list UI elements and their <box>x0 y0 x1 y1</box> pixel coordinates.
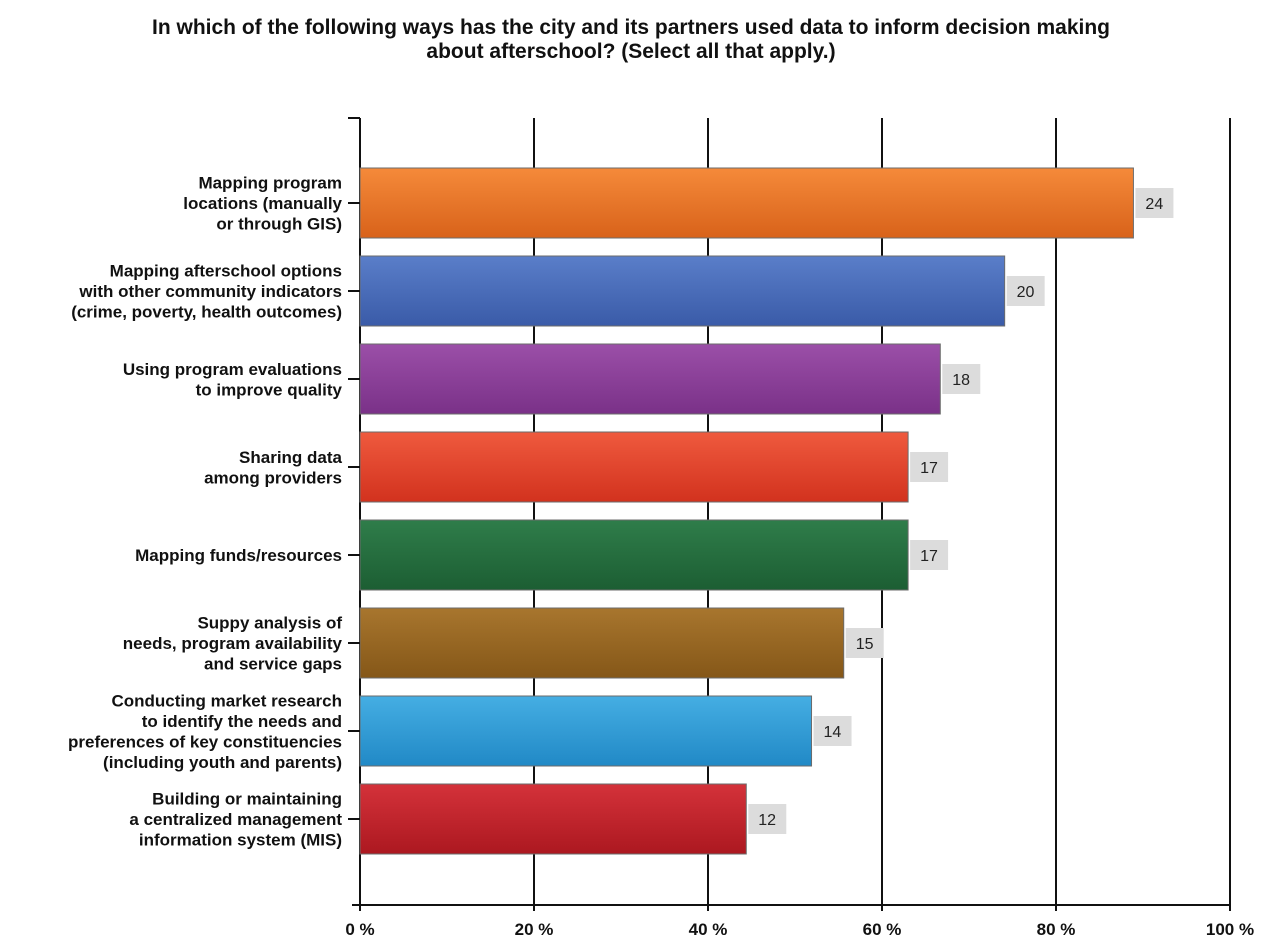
value-label: 17 <box>920 460 938 477</box>
category-label: Sharing data <box>239 448 343 467</box>
category-label: Building or maintaining <box>152 790 342 809</box>
x-tick-label: 40 % <box>689 920 728 939</box>
category-label: Conducting market research <box>111 691 342 710</box>
category-label: and service gaps <box>204 655 342 674</box>
value-label-bg <box>910 540 949 570</box>
bar <box>359 519 909 591</box>
category-label: information system (MIS) <box>139 831 342 850</box>
category-label: to improve quality <box>196 380 343 399</box>
value-label-bg <box>845 628 884 658</box>
bar <box>359 783 747 855</box>
x-tick-label: 100 % <box>1206 920 1254 939</box>
value-label: 17 <box>920 548 938 565</box>
category-label: locations (manually <box>183 194 342 213</box>
category-label: a centralized management <box>129 810 342 829</box>
x-tick-label: 20 % <box>515 920 554 939</box>
category-label: among providers <box>204 468 342 487</box>
value-label: 12 <box>758 812 776 829</box>
value-label: 14 <box>824 724 842 741</box>
bar <box>359 343 941 415</box>
bar-layer <box>359 167 1134 855</box>
value-label-bg <box>813 716 852 746</box>
bar <box>359 431 909 503</box>
bar <box>359 167 1134 239</box>
chart-title: In which of the following ways has the c… <box>0 16 1262 64</box>
value-label-bg <box>942 364 981 394</box>
value-label: 18 <box>952 372 970 389</box>
category-label: with other community indicators <box>78 282 342 301</box>
chart-title-line-1: In which of the following ways has the c… <box>152 16 1110 39</box>
grid-layer <box>348 117 1231 906</box>
value-label-bg <box>748 804 787 834</box>
category-label: preferences of key constituencies <box>68 732 342 751</box>
bar <box>359 607 845 679</box>
category-label: needs, program availability <box>123 634 343 653</box>
value-label: 24 <box>1145 196 1163 213</box>
category-label: to identify the needs and <box>142 712 342 731</box>
chart-title-line-2: about afterschool? (Select all that appl… <box>426 40 836 63</box>
tick-layer: 0 % 20 % 40 % 60 % 80 % 100 % <box>345 202 1254 939</box>
x-tick-label: 60 % <box>863 920 902 939</box>
value-label-bg <box>1006 276 1045 306</box>
category-label: (including youth and parents) <box>103 753 342 772</box>
bar <box>359 255 1006 327</box>
category-label: Suppy analysis of <box>197 614 342 633</box>
category-label: Mapping afterschool options <box>110 262 342 281</box>
value-label: 15 <box>856 636 874 653</box>
category-label: or through GIS) <box>216 215 342 234</box>
bar <box>359 695 813 767</box>
value-label: 20 <box>1017 284 1035 301</box>
category-label: Mapping funds/resources <box>135 546 342 565</box>
value-label-bg <box>1135 188 1174 218</box>
category-label: Using program evaluations <box>123 360 342 379</box>
x-tick-label: 80 % <box>1037 920 1076 939</box>
category-label: (crime, poverty, health outcomes) <box>71 303 342 322</box>
category-label: Mapping program <box>198 174 342 193</box>
value-label-bg <box>910 452 949 482</box>
x-tick-label: 0 % <box>345 920 374 939</box>
